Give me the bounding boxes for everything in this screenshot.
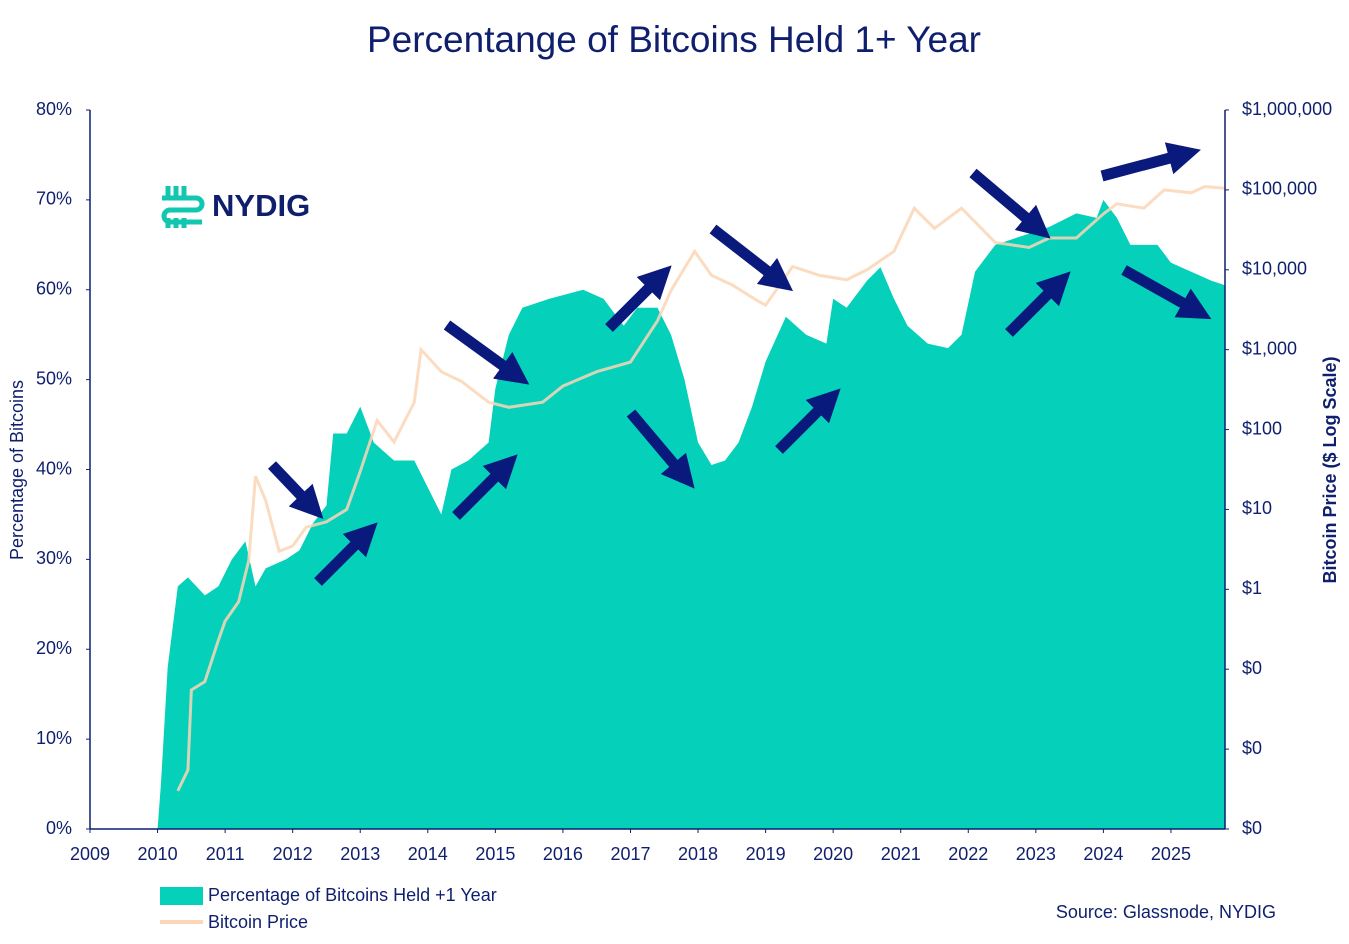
y2-tick-label: $10,000 xyxy=(1242,259,1307,279)
trend-arrow xyxy=(626,409,695,489)
y2-tick-label: $1,000 xyxy=(1242,338,1297,358)
x-tick-label: 2011 xyxy=(206,844,245,864)
annotation-arrows xyxy=(268,142,1212,586)
y2-tick-label: $100,000 xyxy=(1242,179,1317,199)
trend-arrow xyxy=(1100,142,1201,182)
chart-title: Percentange of Bitcoins Held 1+ Year xyxy=(367,19,981,60)
trend-arrow xyxy=(443,320,530,385)
plot-area: 0% 10% 20% 30% 40% 50% 60% 70% 80% $0 $0 $0 $1 $10 $10… xyxy=(36,99,1332,864)
trend-arrow xyxy=(969,168,1051,239)
legend-label: Percentage of Bitcoins Held +1 Year xyxy=(208,885,497,905)
x-tick-label: 2024 xyxy=(1083,844,1123,864)
x-tick-label: 2025 xyxy=(1151,844,1191,864)
x-tick-label: 2017 xyxy=(610,844,650,864)
x-tick-label: 2009 xyxy=(70,844,110,864)
trend-arrow xyxy=(605,265,672,332)
x-tick-label: 2013 xyxy=(340,844,380,864)
x-tick-label: 2018 xyxy=(678,844,718,864)
y2-tick-label: $0 xyxy=(1242,738,1262,758)
y-tick-label: 80% xyxy=(36,99,72,119)
y2-tick-label: $10 xyxy=(1242,498,1272,518)
x-tick-label: 2012 xyxy=(273,844,313,864)
trend-arrow xyxy=(1121,265,1212,320)
x-tick-label: 2020 xyxy=(813,844,853,864)
x-tick-label: 2021 xyxy=(881,844,921,864)
y2-tick-label: $0 xyxy=(1242,658,1262,678)
legend-label: Bitcoin Price xyxy=(208,912,308,932)
trend-arrow xyxy=(709,224,794,292)
y2-tick-label: $0 xyxy=(1242,818,1262,838)
y-tick-label: 30% xyxy=(36,548,72,568)
trend-arrow xyxy=(1005,271,1071,337)
x-tick-label: 2019 xyxy=(746,844,786,864)
y-tick-label: 50% xyxy=(36,368,72,388)
x-tick-label: 2010 xyxy=(138,844,178,864)
trend-arrow xyxy=(775,388,841,454)
x-tick-label: 2015 xyxy=(475,844,515,864)
y-tick-label: 40% xyxy=(36,458,72,478)
y-tick-label: 10% xyxy=(36,728,72,748)
x-tick-label: 2022 xyxy=(948,844,988,864)
y2-tick-label: $1,000,000 xyxy=(1242,99,1332,119)
logo-text: NYDIG xyxy=(212,188,310,223)
y-axis-title: Percentage of Bitcoins xyxy=(7,380,27,560)
x-tick-label: 2016 xyxy=(543,844,583,864)
trend-arrow xyxy=(314,522,378,586)
y2-tick-label: $1 xyxy=(1242,578,1262,598)
y-tick-label: 0% xyxy=(46,818,72,838)
logo-icon xyxy=(161,186,205,228)
y-tick-label: 60% xyxy=(36,279,72,299)
area xyxy=(157,199,1225,829)
y-tick-label: 20% xyxy=(36,638,72,658)
x-tick-label: 2014 xyxy=(408,844,448,864)
y-tick-label: 70% xyxy=(36,189,72,209)
y2-tick-label: $100 xyxy=(1242,418,1282,438)
trend-arrow xyxy=(268,461,324,519)
source-note: Source: Glassnode, NYDIG xyxy=(1056,902,1276,922)
y2-axis-title: Bitcoin Price ($ Log Scale) xyxy=(1320,356,1340,583)
logo: NYDIG xyxy=(161,186,310,228)
x-tick-label: 2023 xyxy=(1016,844,1056,864)
price-line xyxy=(176,185,1226,792)
trend-arrow xyxy=(452,454,518,520)
legend-swatch-area xyxy=(160,887,203,905)
